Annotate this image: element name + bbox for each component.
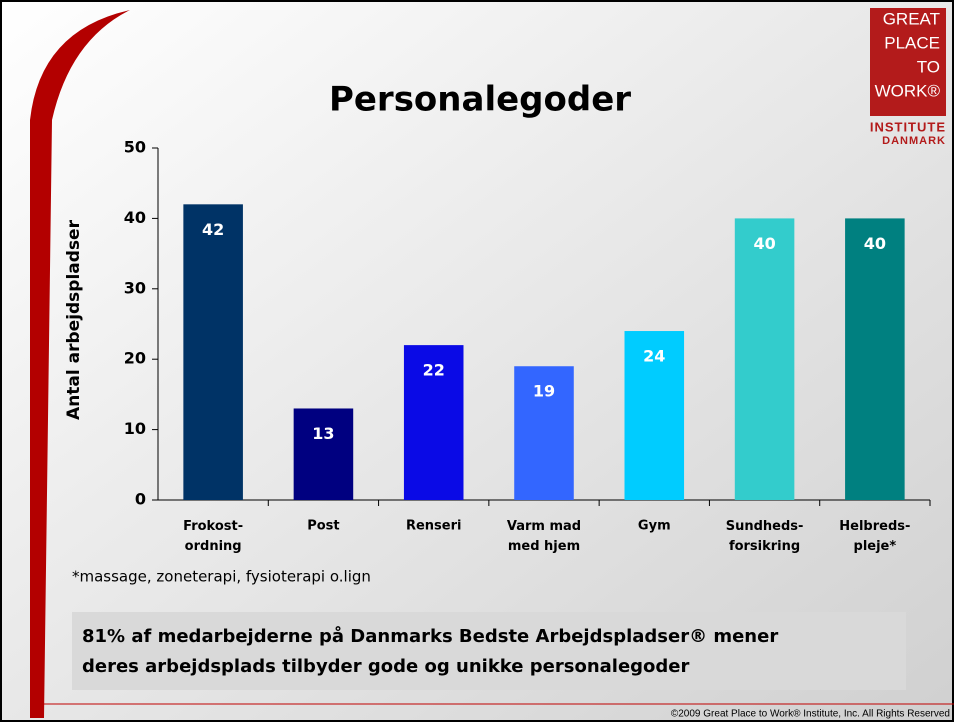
logo-text: GREAT — [883, 9, 940, 28]
x-tick-label: Sundheds-forsikring — [726, 519, 804, 554]
callout-box — [72, 612, 906, 690]
y-tick-label: 40 — [124, 208, 146, 227]
data-label: 19 — [533, 382, 555, 401]
x-tick-label: Post — [307, 519, 339, 534]
x-tick-label: Varm mad med hjem — [507, 519, 581, 554]
logo-text: WORK® — [875, 81, 941, 100]
chart-title: Personalegoder — [329, 80, 631, 120]
logo-text: PLACE — [884, 33, 940, 52]
data-label: 40 — [753, 234, 775, 253]
bar — [845, 218, 905, 500]
y-tick-label: 30 — [124, 278, 146, 297]
logo-box — [870, 8, 946, 116]
logo-text: TO — [917, 57, 940, 76]
bar — [403, 345, 464, 500]
y-tick-label: 50 — [124, 138, 146, 157]
bar — [183, 204, 243, 500]
data-label: 40 — [864, 234, 886, 253]
bar — [293, 408, 354, 500]
logo-country: DANMARK — [882, 135, 946, 147]
copyright: ©2009 Great Place to Work® Institute, In… — [671, 709, 950, 720]
bar — [624, 331, 685, 500]
callout-text: deres arbejdsplads tilbyder gode og unik… — [82, 656, 690, 677]
y-tick-label: 20 — [124, 349, 146, 368]
x-tick-label: Renseri — [406, 519, 462, 534]
x-tick-label: Helbreds-pleje* — [839, 519, 910, 554]
bar — [514, 366, 574, 500]
logo-institute: INSTITUTE — [870, 119, 946, 134]
data-label: 42 — [202, 220, 224, 239]
data-label: 24 — [643, 347, 665, 366]
data-label: 22 — [423, 361, 445, 380]
x-tick-label: Gym — [638, 519, 671, 534]
y-tick-label: 0 — [135, 490, 146, 509]
bar — [734, 218, 795, 500]
callout-text: 81% af medarbejderne på Danmarks Bedste … — [82, 625, 778, 647]
red-stripe — [30, 10, 130, 718]
x-tick-label: Frokost-ordning — [183, 519, 243, 554]
data-label: 13 — [312, 424, 334, 443]
y-tick-label: 10 — [124, 419, 146, 438]
y-axis-label: Antal arbejdspladser — [64, 219, 84, 420]
footnote: *massage, zoneterapi, fysioterapi o.lign — [72, 568, 371, 586]
